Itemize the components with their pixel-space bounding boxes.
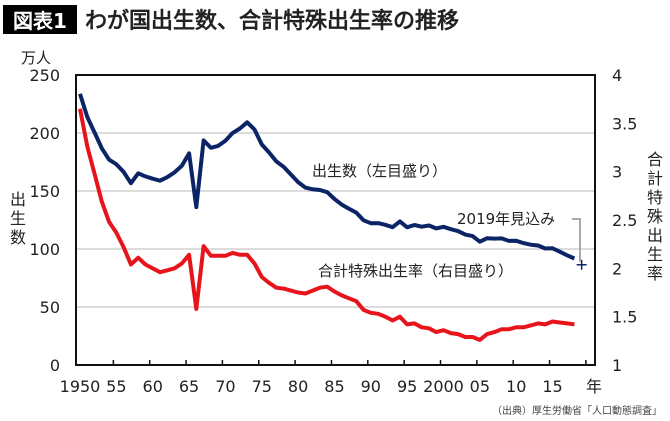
right-tick-label: 3.5 (612, 114, 637, 133)
right-tick-label: 2.5 (612, 211, 637, 230)
x-tick-label: 2000 (423, 377, 464, 396)
tfr-series-label: 合計特殊出生率（右目盛り） (318, 262, 513, 280)
left-tick-label: 150 (29, 182, 60, 201)
axis-label-char: 計 (647, 169, 663, 188)
x-tick-label: 90 (361, 377, 381, 396)
right-tick-label: 4 (612, 66, 622, 85)
x-tick-label: 80 (288, 377, 308, 396)
left-tick-label: 200 (29, 124, 60, 143)
right-tick-label: 1 (612, 356, 622, 375)
x-tick-label: 95 (397, 377, 417, 396)
left-tick-label: 50 (40, 298, 60, 317)
x-tick-label: 1950 (60, 377, 101, 396)
x-tick-label: 10 (506, 377, 526, 396)
figure-badge: 図表1 (13, 9, 67, 33)
x-tick-label: 75 (252, 377, 272, 396)
x-tick-label: 55 (106, 377, 126, 396)
axis-label-char: 殊 (647, 207, 663, 226)
plot-frame (75, 74, 596, 366)
chart-title: わが国出生数、合計特殊出生率の推移 (85, 8, 459, 34)
x-tick-label: 85 (324, 377, 344, 396)
x-axis-label: 年 (586, 377, 602, 396)
left-tick-label: 0 (50, 356, 60, 375)
x-tick-label: 15 (542, 377, 562, 396)
right-tick-label: 3 (612, 163, 622, 182)
right-axis-label: 合計特殊出生率 (647, 150, 663, 283)
x-tick-label: 60 (143, 377, 163, 396)
axis-label-char: 数 (10, 228, 26, 247)
tfr-line (78, 108, 575, 342)
left-tick-label: 250 (29, 66, 60, 85)
figure-badge-box (3, 5, 77, 34)
axis-label-char: 出 (647, 226, 663, 245)
births-series-label: 出生数（左目盛り） (312, 162, 447, 180)
right-tick-label: 2 (612, 259, 622, 278)
x-tick-label: 70 (215, 377, 235, 396)
left-axis-unit: 万人 (21, 49, 51, 67)
axis-label-char: 出 (10, 190, 26, 209)
x-tick-label: 65 (179, 377, 199, 396)
x-tick-label: 05 (470, 377, 490, 396)
axis-label-char: 合 (647, 150, 663, 169)
axis-label-char: 生 (10, 209, 26, 228)
axis-label-char: 特 (647, 188, 663, 207)
left-axis-label: 出生数 (10, 190, 26, 247)
births-line (78, 93, 576, 261)
source-note: （出典）厚生労働省「人口動態調査」 (492, 404, 662, 417)
right-tick-label: 1.5 (612, 308, 637, 327)
annotation-2019-label: 2019年見込み (457, 210, 555, 228)
axis-label-char: 率 (647, 264, 663, 283)
left-tick-label: 100 (29, 240, 60, 259)
annotation-leader-line (572, 218, 581, 262)
axis-label-char: 生 (647, 245, 663, 264)
